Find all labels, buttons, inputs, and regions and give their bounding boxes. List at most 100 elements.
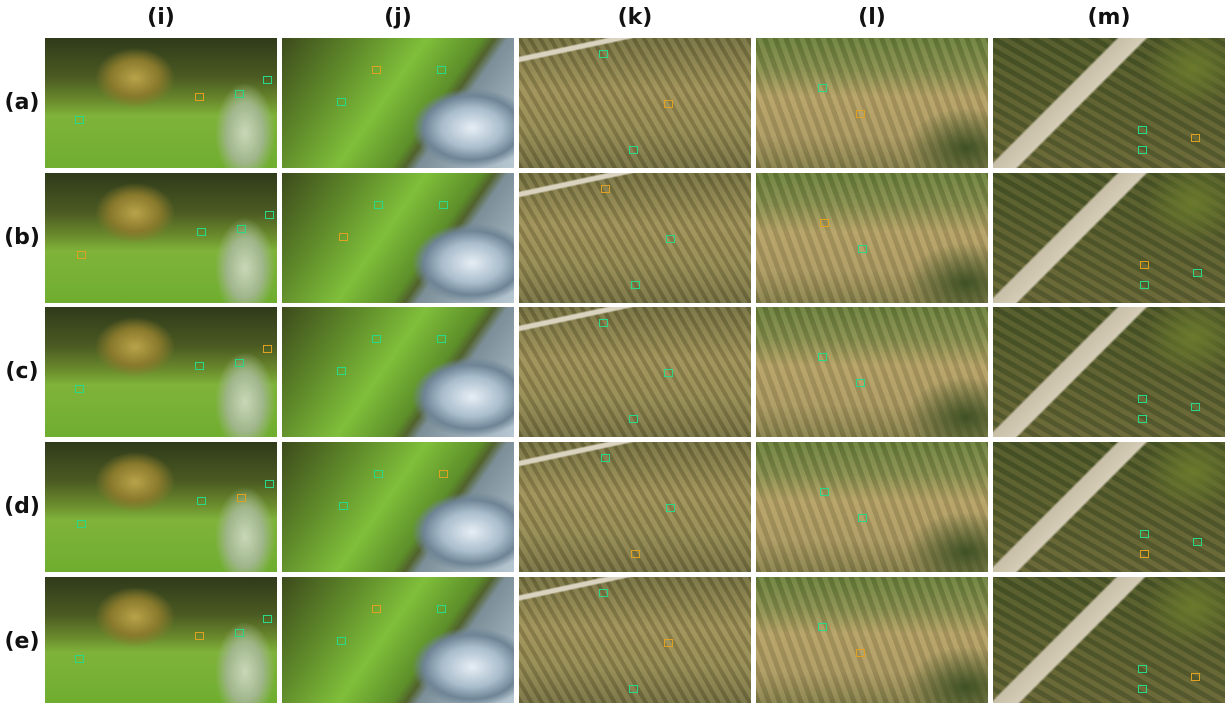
detection-box — [337, 367, 346, 375]
detection-box — [237, 494, 246, 502]
detection-box — [197, 228, 206, 236]
detection-box — [1191, 673, 1200, 681]
detection-box — [1140, 261, 1149, 269]
detection-box — [856, 649, 865, 657]
detection-box — [339, 233, 348, 241]
detection-box — [437, 335, 446, 343]
detection-box — [235, 359, 244, 367]
image-cell — [993, 307, 1225, 437]
detection-box — [1193, 538, 1202, 546]
image-cell — [282, 173, 514, 303]
column-label: (j) — [282, 5, 514, 30]
image-cell — [45, 38, 277, 168]
detection-box — [1140, 530, 1149, 538]
image-cell — [756, 38, 988, 168]
row-label: (e) — [0, 577, 44, 707]
detection-box — [599, 589, 608, 597]
detection-box — [1138, 146, 1147, 154]
detection-box — [599, 50, 608, 58]
detection-box — [374, 470, 383, 478]
image-cell — [282, 38, 514, 168]
detection-box — [629, 146, 638, 154]
image-cell — [756, 442, 988, 572]
image-cell — [993, 38, 1225, 168]
column-label: (i) — [45, 5, 277, 30]
detection-box — [439, 201, 448, 209]
column-label: (k) — [519, 5, 751, 30]
image-cell — [756, 173, 988, 303]
detection-box — [1193, 269, 1202, 277]
detection-box — [263, 345, 272, 353]
detection-box — [664, 100, 673, 108]
detection-box — [601, 454, 610, 462]
detection-box — [263, 615, 272, 623]
detection-box — [195, 93, 204, 101]
image-cell — [993, 442, 1225, 572]
detection-box — [1138, 665, 1147, 673]
detection-box — [77, 251, 86, 259]
detection-box — [820, 219, 829, 227]
detection-box — [439, 470, 448, 478]
image-cell — [282, 442, 514, 572]
detection-box — [265, 211, 274, 219]
detection-box — [818, 84, 827, 92]
detection-box — [372, 335, 381, 343]
image-cell — [519, 442, 751, 572]
detection-box — [1138, 685, 1147, 693]
detection-box — [195, 362, 204, 370]
row-label: (b) — [0, 173, 44, 303]
detection-box — [631, 281, 640, 289]
image-cell — [519, 307, 751, 437]
detection-box — [197, 497, 206, 505]
detection-box — [631, 550, 640, 558]
row-label: (a) — [0, 38, 44, 168]
detection-box — [235, 629, 244, 637]
detection-box — [856, 110, 865, 118]
image-cell — [519, 173, 751, 303]
detection-box — [337, 637, 346, 645]
detection-box — [237, 225, 246, 233]
detection-box — [339, 502, 348, 510]
detection-box — [666, 235, 675, 243]
column-label: (l) — [756, 5, 988, 30]
row-label: (d) — [0, 442, 44, 572]
image-cell — [756, 307, 988, 437]
detection-box — [437, 66, 446, 74]
detection-box — [818, 623, 827, 631]
detection-box — [263, 76, 272, 84]
image-cell — [993, 173, 1225, 303]
image-cell — [756, 577, 988, 703]
detection-box — [75, 385, 84, 393]
image-cell — [519, 577, 751, 703]
detection-box — [437, 605, 446, 613]
row-label: (c) — [0, 307, 44, 437]
detection-box — [75, 116, 84, 124]
detection-box — [666, 504, 675, 512]
figure: (() => { const data = JSON.parse(documen… — [0, 0, 1226, 703]
image-cell — [519, 38, 751, 168]
image-cell — [993, 577, 1225, 703]
detection-box — [1138, 415, 1147, 423]
detection-box — [664, 639, 673, 647]
detection-box — [195, 632, 204, 640]
detection-box — [1138, 126, 1147, 134]
image-cell — [45, 173, 277, 303]
detection-box — [629, 415, 638, 423]
detection-box — [372, 605, 381, 613]
detection-box — [820, 488, 829, 496]
image-cell — [282, 307, 514, 437]
detection-box — [235, 90, 244, 98]
detection-box — [629, 685, 638, 693]
detection-box — [337, 98, 346, 106]
detection-box — [75, 655, 84, 663]
detection-box — [1140, 281, 1149, 289]
detection-box — [664, 369, 673, 377]
detection-box — [856, 379, 865, 387]
detection-box — [858, 514, 867, 522]
detection-box — [858, 245, 867, 253]
image-cell — [45, 577, 277, 703]
detection-box — [1138, 395, 1147, 403]
column-label: (m) — [993, 5, 1225, 30]
detection-box — [372, 66, 381, 74]
detection-box — [1191, 403, 1200, 411]
